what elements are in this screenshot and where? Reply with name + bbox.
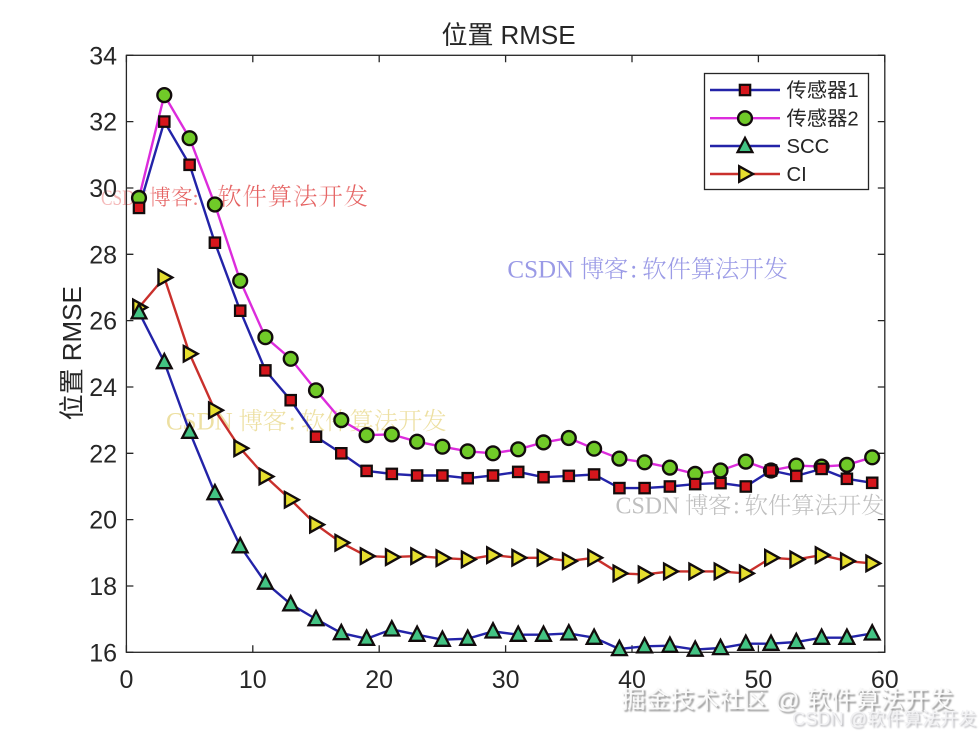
svg-text:24: 24: [89, 374, 117, 402]
svg-text:CSDN @: CSDN @: [794, 711, 869, 731]
svg-text:22: 22: [89, 440, 117, 468]
svg-text:@: @: [770, 689, 809, 716]
svg-text:20: 20: [365, 666, 393, 694]
svg-text:CI: CI: [787, 164, 807, 186]
svg-text:RMSE: RMSE: [57, 286, 87, 361]
svg-text:28: 28: [89, 241, 117, 269]
svg-text:26: 26: [89, 308, 117, 336]
svg-text:SCC: SCC: [787, 136, 830, 158]
svg-text:CSDN: CSDN: [616, 494, 680, 520]
svg-text:CSDN: CSDN: [507, 257, 574, 284]
svg-text:30: 30: [89, 175, 117, 203]
svg-text:32: 32: [89, 109, 117, 137]
svg-text::: :: [193, 185, 199, 210]
svg-text:18: 18: [89, 573, 117, 601]
svg-text::: :: [733, 494, 740, 520]
svg-text:20: 20: [89, 507, 117, 535]
svg-text:CSDN @: CSDN @: [792, 709, 867, 729]
svg-text:@: @: [768, 687, 807, 714]
svg-text:1: 1: [847, 80, 858, 102]
svg-text:34: 34: [89, 42, 117, 70]
svg-text:16: 16: [89, 639, 117, 667]
svg-text::: :: [630, 257, 637, 284]
svg-text::: :: [289, 409, 296, 436]
svg-text:30: 30: [492, 666, 520, 694]
svg-text:RMSE: RMSE: [501, 20, 576, 50]
svg-text:10: 10: [239, 666, 267, 694]
svg-text:0: 0: [119, 666, 133, 694]
svg-text:2: 2: [847, 108, 858, 130]
